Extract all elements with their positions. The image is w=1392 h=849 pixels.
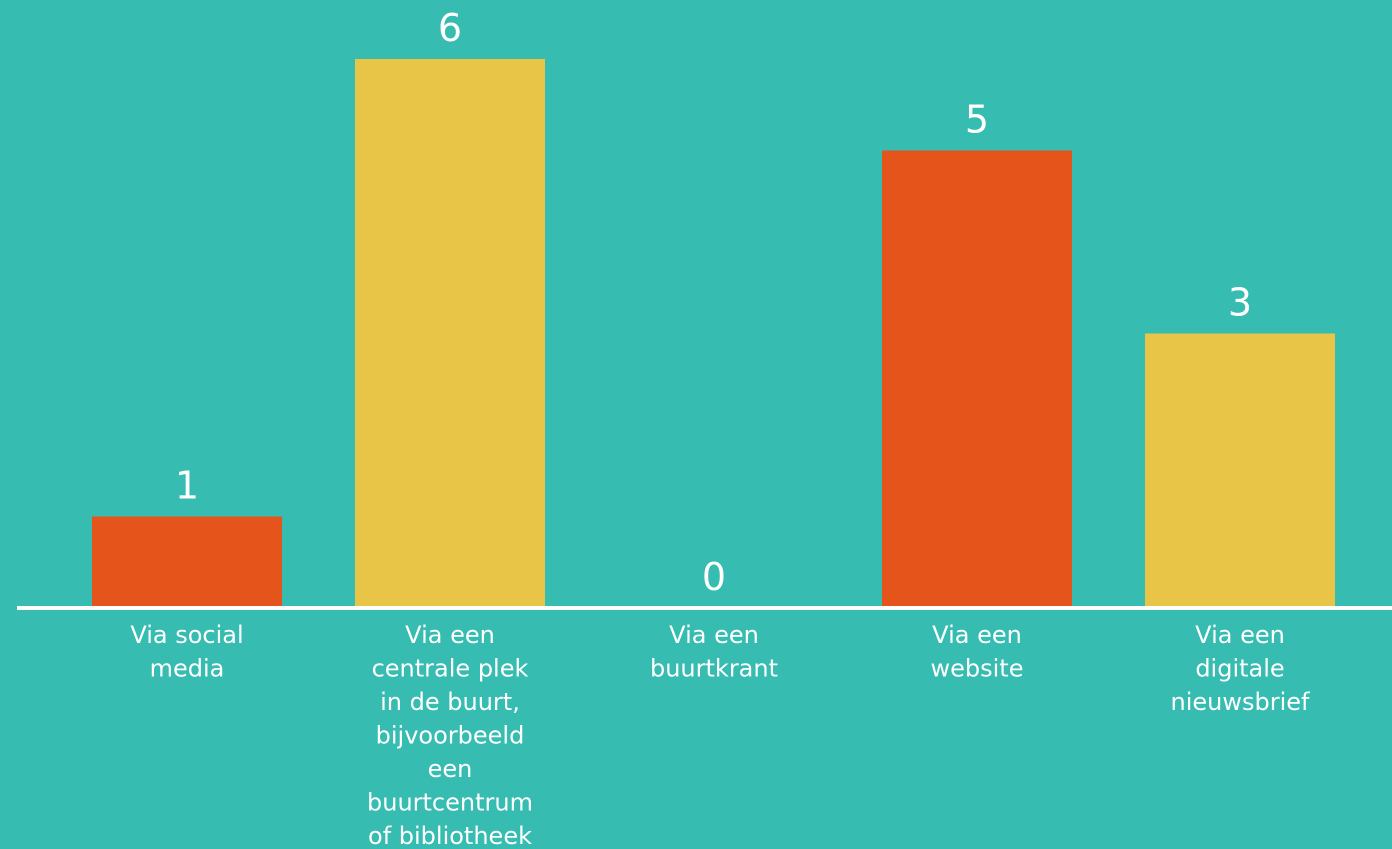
value-label-1: 1 — [175, 464, 199, 508]
category-label-line: buurtkrant — [650, 655, 778, 683]
bar-4 — [882, 150, 1072, 608]
category-label-line: Via een — [405, 621, 495, 649]
category-label-line: website — [931, 655, 1024, 683]
category-label-2: Via een centrale plek in de buurt, bijvoorb… — [367, 621, 533, 849]
category-label-line: centrale plek — [372, 655, 529, 683]
category-label-line: Via social — [130, 621, 243, 649]
bar-5 — [1145, 333, 1335, 608]
category-label-1: Via social media — [130, 621, 243, 683]
value-label-2: 6 — [438, 6, 462, 50]
value-labels-group: 1 6 0 5 3 — [175, 6, 1252, 599]
category-label-line: in de buurt, — [380, 688, 520, 716]
bar-2 — [355, 59, 545, 608]
category-label-line: een — [428, 755, 473, 783]
category-label-line: media — [150, 655, 225, 683]
value-label-3: 0 — [702, 555, 726, 599]
category-label-line: bijvoorbeeld — [376, 722, 525, 750]
category-label-5: Via een digitale nieuwsbrief — [1171, 621, 1311, 716]
category-label-line: Via een — [1195, 621, 1285, 649]
value-label-4: 5 — [965, 98, 989, 142]
category-label-3: Via een buurtkrant — [650, 621, 778, 683]
bars-group — [92, 59, 1335, 608]
category-label-line: nieuwsbrief — [1171, 688, 1311, 716]
category-label-4: Via een website — [931, 621, 1024, 683]
category-label-line: Via een — [932, 621, 1022, 649]
bar-1 — [92, 516, 282, 608]
category-label-line: Via een — [669, 621, 759, 649]
category-labels-group: Via social media Via een centrale plek in de… — [130, 621, 1310, 849]
category-label-line: of bibliotheek — [368, 822, 532, 849]
value-label-5: 3 — [1228, 281, 1252, 325]
category-label-line: buurtcentrum — [367, 789, 533, 817]
category-label-line: digitale — [1195, 655, 1284, 683]
